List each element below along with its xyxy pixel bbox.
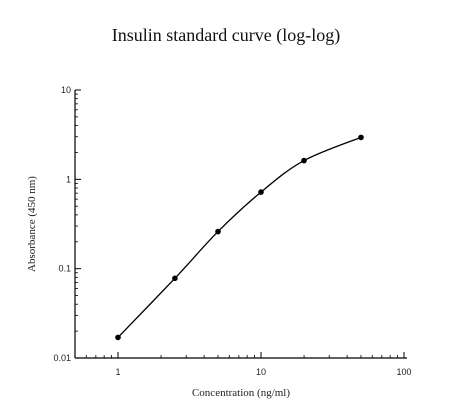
y-tick-label: 0.01 <box>53 353 71 363</box>
y-tick-label: 1 <box>66 174 71 184</box>
x-axis-title: Concentration (ng/ml) <box>192 387 290 399</box>
data-point <box>172 275 178 282</box>
series-line <box>117 136 362 338</box>
x-tick-label: 100 <box>396 367 411 377</box>
data-point <box>301 157 307 164</box>
data-point <box>115 334 121 341</box>
y-axis-title: Absorbance (450 nm) <box>26 176 38 272</box>
x-tick-label: 1 <box>115 367 120 377</box>
y-tick-label: 0.1 <box>58 264 71 274</box>
y-tick-label: 10 <box>61 85 71 95</box>
data-point <box>215 228 221 235</box>
data-point <box>258 189 264 195</box>
x-tick-label: 10 <box>256 367 266 377</box>
data-point <box>358 134 364 141</box>
chart-title: Insulin standard curve (log-log) <box>111 25 341 45</box>
